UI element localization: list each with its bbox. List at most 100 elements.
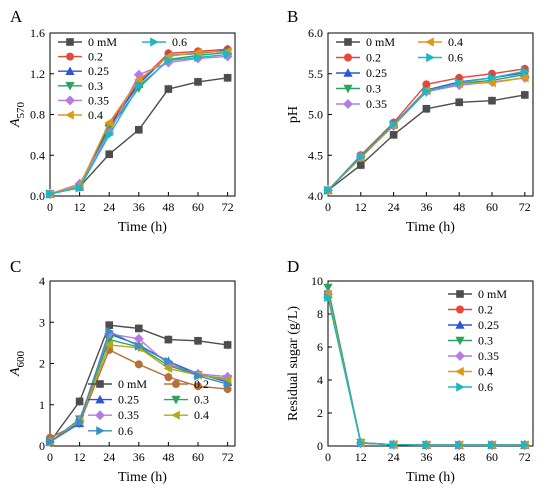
legend-item: 0.3 [164,393,209,407]
data-point [323,283,333,293]
x-tick-label: 24 [388,200,400,214]
chart-panel-a: A 0 12 24 36 48 60 72 0.0 0.4 0.8 1.2 1.6 Time (h) A57… [8,7,236,235]
plot-frame [327,280,534,447]
data-point [389,440,399,450]
y-tick-label: 4 [39,274,45,288]
data-point [164,373,173,382]
x-tick-label: 0 [325,200,331,214]
series-line [49,77,228,195]
x-axis-title: Time (h) [406,470,455,485]
x-tick-label: 48 [453,450,465,464]
chart-panel-b: B 0 12 24 36 48 60 72 4.0 4.5 5.0 5.5 6.0 Time (h) pH 0… [286,7,534,235]
x-tick-label: 60 [486,450,498,464]
data-point [75,183,85,193]
data-point [521,66,530,76]
y-tick-label: 0.8 [30,108,45,122]
legend-item: 0.2 [336,51,381,65]
data-point [134,360,143,369]
legend-swatch-marker [456,382,465,392]
legend-swatch-marker [343,84,353,94]
legend-label: 0 mM [88,35,117,49]
legend-item: 0.4 [418,35,463,49]
y-axis-title: pH [286,106,301,123]
legend-swatch-marker [65,82,75,91]
data-point [194,52,203,63]
data-point [422,104,431,113]
data-point [135,341,144,351]
series-0.4 [323,289,529,451]
data-point [105,326,114,336]
legend-item: 0.6 [88,424,133,438]
legend-label: 0.2 [478,303,493,317]
legend-label: 0.35 [88,93,109,107]
x-tick-label: 72 [519,200,531,214]
x-tick-label: 36 [420,450,432,464]
data-point [164,335,173,344]
legend-item: 0.35 [336,97,387,111]
legend-label: 0.25 [366,66,387,80]
legend-label: 0.4 [194,408,209,422]
data-point [455,98,464,107]
legend-label: 0 mM [478,287,507,301]
legend-swatch-marker [425,37,434,47]
legend-swatch-marker [65,95,75,106]
legend-label: 0.6 [172,35,187,49]
series-0.6 [324,66,530,196]
x-axis-title: Time (h) [406,220,455,235]
data-point [75,417,85,427]
legend-item: 0.2 [448,303,493,317]
data-point [133,333,144,344]
y-tick-label: 3 [39,315,45,329]
series-line [327,294,525,446]
data-point [223,49,233,59]
data-point [223,74,232,82]
y-tick-label: 1.6 [30,26,45,40]
data-point [194,371,203,381]
legend: 0 mM0.20.250.30.350.4 0.6 [58,35,187,122]
y-tick-label: 6 [317,340,323,354]
panel-letter: B [287,7,298,26]
data-point [488,73,497,83]
legend-label: 0.25 [118,393,139,407]
y-axis-title: A600 [8,350,27,377]
series-0.6 [324,292,530,451]
legend-swatch-marker [455,336,465,346]
legend-item: 0.3 [448,334,493,348]
legend-swatch-marker [150,37,159,47]
x-tick-label: 72 [222,450,234,464]
legend-label: 0.6 [448,51,463,65]
legend-swatch-marker [343,68,353,77]
legend-label: 0.2 [194,377,209,391]
legend-swatch-marker [96,426,105,436]
y-tick-label: 2 [317,406,323,420]
data-point [455,440,464,450]
legend-item: 0 mM [88,377,147,391]
legend-label: 0.3 [88,79,103,93]
x-tick-label: 0 [47,200,53,214]
x-tick-label: 0 [47,450,53,464]
x-axis-title: Time (h) [118,470,167,485]
legend-item: 0.6 [142,35,187,49]
legend-item: 0 mM [336,35,395,49]
series-0.4 [45,46,232,199]
y-tick-label: 0.0 [30,189,45,203]
data-point [488,96,496,105]
series-line [327,294,525,446]
data-point [105,321,113,329]
legend-swatch-marker [171,410,180,420]
series-0.25 [45,45,233,199]
y-tick-label: 2 [39,357,45,371]
data-point [487,78,496,88]
x-tick-label: 12 [74,450,86,464]
legend-swatch-marker [65,66,75,75]
legend-swatch-marker [344,38,352,46]
legend-swatch-marker [455,351,465,361]
legend-label: 0.35 [118,408,139,422]
series-0.6 [46,326,233,447]
legend-item: 0.35 [448,349,499,363]
legend-item: 0.3 [58,79,103,93]
legend-label: 0.4 [448,35,463,49]
legend-label: 0.6 [118,424,133,438]
y-tick-label: 6.0 [308,26,323,40]
